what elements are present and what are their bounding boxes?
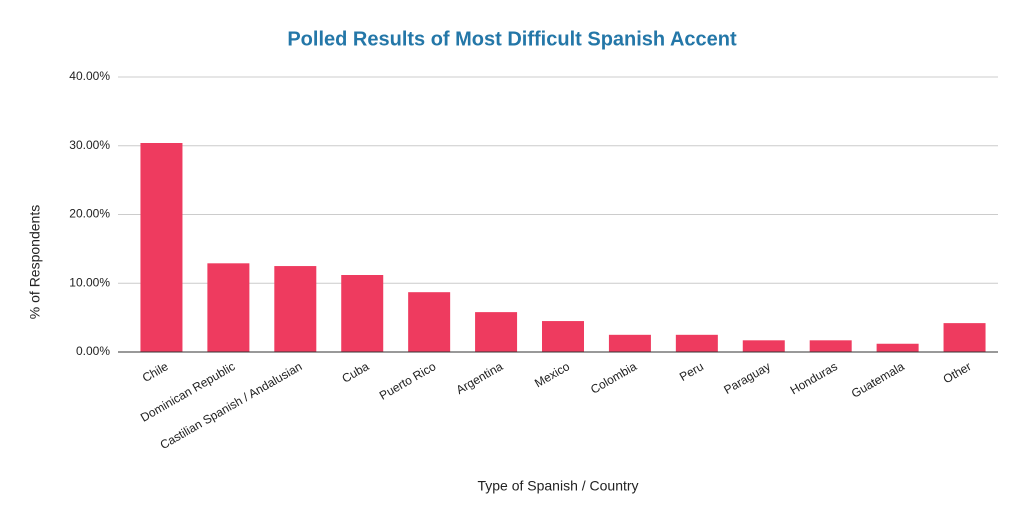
bar [675,334,718,352]
bar [608,334,651,352]
bar [207,263,250,352]
bar [408,292,451,352]
x-tick-label: Mexico [532,359,572,390]
bar [475,312,518,352]
y-tick-label: 10.00% [69,275,110,289]
x-tick-label: Cuba [339,359,371,386]
bar [943,323,986,352]
bar [876,343,919,352]
x-tick-label: Other [941,359,974,386]
chart-title: Polled Results of Most Difficult Spanish… [287,28,737,50]
y-tick-label: 0.00% [76,344,110,358]
y-tick-label: 20.00% [69,207,110,221]
bar [140,143,183,352]
x-tick-label: Paraguay [721,359,772,397]
y-tick-label: 40.00% [69,69,110,83]
bar [809,340,852,352]
bar [341,275,384,352]
x-tick-label: Peru [677,359,706,384]
bar [542,321,584,352]
x-tick-label: Colombia [588,359,639,397]
y-axis-title: % of Respondents [27,205,43,319]
y-tick-label: 30.00% [69,138,110,152]
bar [274,266,317,352]
x-tick-label: Chile [140,359,171,385]
x-tick-label: Argentina [454,359,506,397]
x-tick-label: Honduras [788,359,840,397]
bar [742,340,785,352]
x-tick-label: Guatemala [849,359,907,401]
x-tick-label: Puerto Rico [377,359,439,403]
x-axis-title: Type of Spanish / Country [477,478,638,494]
